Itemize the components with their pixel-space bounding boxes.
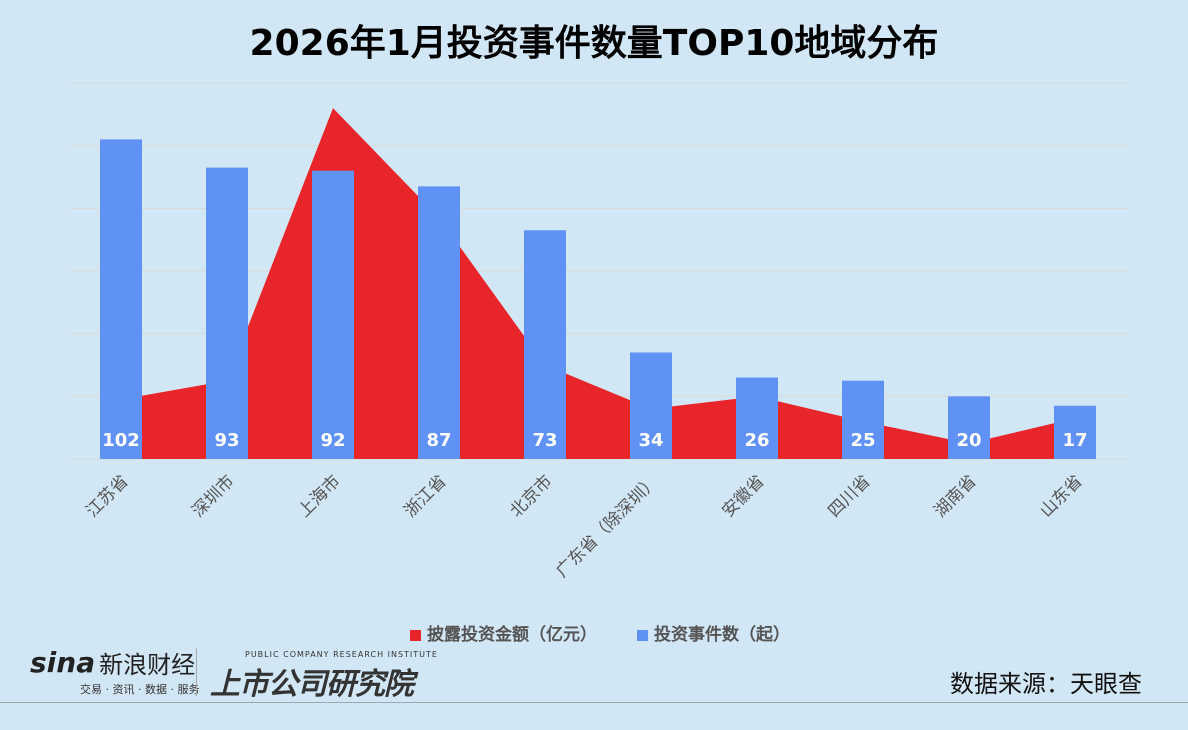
institute-logo: PUBLIC COMPANY RESEARCH INSTITUTE 上市公司研究… (210, 650, 438, 702)
bar-1 (206, 167, 248, 459)
data-label: 34 (638, 430, 663, 451)
legend-swatch-red (410, 629, 421, 641)
x-tick-label: 北京市 (506, 471, 556, 521)
chart-title: 2026年1月投资事件数量TOP10地域分布 (249, 23, 939, 64)
bar-3 (418, 186, 460, 459)
bottom-divider (0, 702, 1188, 703)
x-tick-label: 山东省 (1036, 471, 1086, 521)
bar-6 (736, 377, 778, 459)
data-label: 102 (102, 430, 140, 451)
legend-item-amount: 披露投资金额（亿元） (410, 620, 597, 645)
x-tick-label: 四川省 (824, 471, 874, 521)
legend: 披露投资金额（亿元） 投资事件数（起） (410, 620, 790, 645)
x-tick-label: 江苏省 (82, 471, 132, 521)
sina-logo-mark: sina (30, 646, 96, 679)
x-tick-label: 浙江省 (400, 471, 450, 521)
legend-swatch-blue (637, 629, 648, 641)
bar-0 (100, 139, 142, 459)
data-source: 数据来源：天眼查 (950, 670, 1142, 698)
legend-item-count: 投资事件数（起） (637, 620, 790, 645)
sina-logo: sina 新浪财经 交易 · 资讯 · 数据 · 服务 (30, 646, 200, 696)
logo-divider (196, 648, 197, 696)
bar-2 (312, 170, 354, 459)
data-label: 26 (744, 430, 769, 451)
bar-7 (842, 380, 884, 459)
bar-5 (630, 352, 672, 459)
bar-9 (1054, 405, 1096, 459)
area-series-amount (121, 108, 1075, 460)
data-label: 17 (1062, 430, 1087, 451)
data-label: 87 (426, 430, 451, 451)
data-label: 25 (850, 430, 875, 451)
bar-4 (524, 230, 566, 459)
chart-plot: 102 93 92 87 73 34 26 25 20 17 江苏省 深圳市 上海市 浙江省 北京市广东省（… (68, 82, 1128, 582)
x-tick-label: 深圳市 (188, 471, 238, 521)
data-label: 73 (532, 430, 557, 451)
data-label: 20 (956, 430, 981, 451)
x-tick-label: 上海市 (294, 471, 344, 521)
data-label: 92 (320, 430, 345, 451)
x-tick-label: 湖南省 (930, 471, 980, 521)
data-label: 93 (214, 430, 239, 451)
x-tick-label: 安徽省 (718, 471, 768, 521)
bar-8 (948, 396, 990, 459)
x-tick-label: 广东省（除深圳） (552, 471, 662, 581)
